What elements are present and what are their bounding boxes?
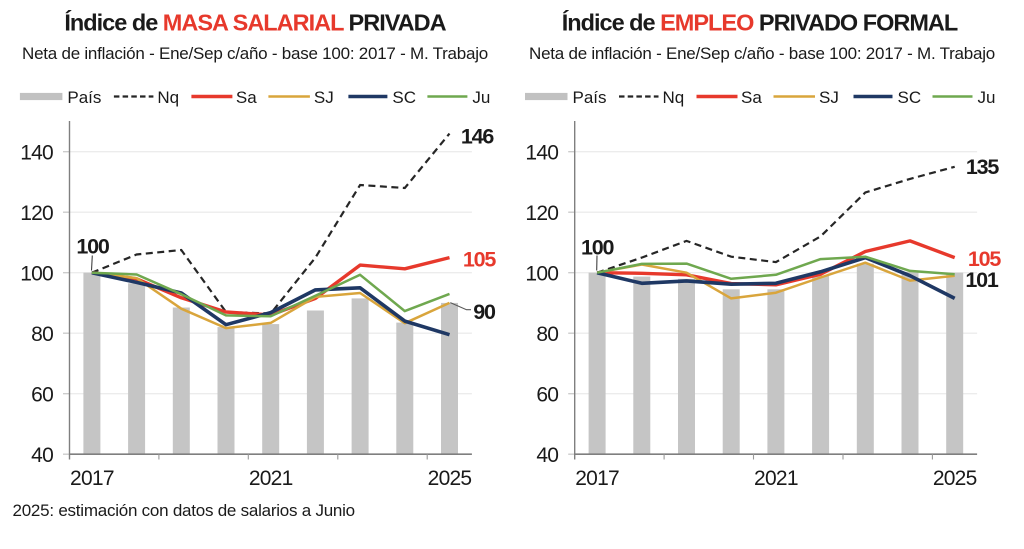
svg-text:146: 146 (461, 125, 495, 149)
svg-text:140: 140 (20, 141, 53, 164)
svg-text:Neta de inflación - Ene/Sep c/: Neta de inflación - Ene/Sep c/año - base… (22, 44, 488, 63)
svg-text:País: País (573, 88, 607, 107)
svg-text:Nq: Nq (157, 88, 179, 107)
svg-text:2017: 2017 (575, 467, 619, 490)
svg-text:Ju: Ju (472, 88, 490, 107)
svg-text:País: País (67, 88, 101, 107)
svg-text:100: 100 (76, 235, 110, 259)
svg-text:101: 101 (965, 268, 999, 292)
svg-text:Sa: Sa (236, 88, 257, 107)
svg-text:140: 140 (525, 141, 558, 164)
svg-text:2021: 2021 (754, 467, 798, 490)
svg-text:100: 100 (20, 262, 53, 285)
svg-text:Índice de EMPLEO PRIVADO FORMA: Índice de EMPLEO PRIVADO FORMAL (562, 9, 958, 36)
svg-text:40: 40 (536, 444, 558, 467)
svg-text:2025: 2025 (428, 467, 472, 490)
svg-text:60: 60 (31, 383, 53, 406)
svg-text:80: 80 (31, 323, 53, 346)
svg-text:2025: estimación con datos de: 2025: estimación con datos de salarios a… (13, 501, 355, 520)
svg-text:SC: SC (898, 88, 922, 107)
svg-text:60: 60 (536, 383, 558, 406)
svg-text:2021: 2021 (249, 467, 293, 490)
svg-text:120: 120 (20, 202, 53, 225)
svg-text:100: 100 (581, 236, 615, 260)
svg-text:135: 135 (966, 155, 1000, 179)
svg-text:90: 90 (473, 300, 496, 324)
svg-text:SJ: SJ (819, 88, 839, 107)
svg-text:105: 105 (463, 248, 497, 272)
svg-text:Nq: Nq (663, 88, 685, 107)
svg-text:2017: 2017 (70, 467, 114, 490)
svg-text:2025: 2025 (933, 467, 977, 490)
svg-text:Ju: Ju (978, 88, 996, 107)
svg-text:SJ: SJ (314, 88, 334, 107)
svg-text:120: 120 (525, 202, 558, 225)
svg-text:80: 80 (536, 323, 558, 346)
svg-text:Índice de MASA SALARIAL PRIVAD: Índice de MASA SALARIAL PRIVADA (64, 9, 446, 36)
svg-text:100: 100 (525, 262, 558, 285)
svg-text:40: 40 (31, 444, 53, 467)
svg-text:Sa: Sa (741, 88, 762, 107)
svg-text:Neta de inflación - Ene/Sep c/: Neta de inflación - Ene/Sep c/año - base… (529, 44, 995, 63)
svg-text:SC: SC (392, 88, 416, 107)
